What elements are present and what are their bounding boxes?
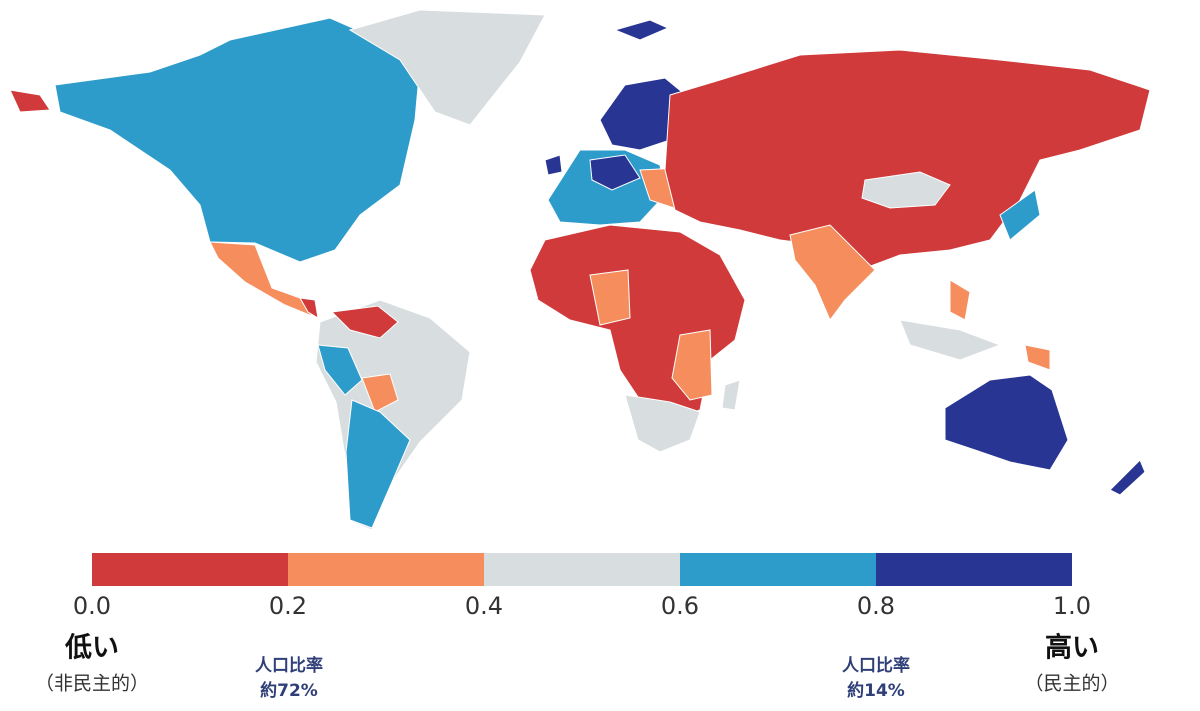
region xyxy=(1024,344,1051,371)
legend: 0.0 0.2 0.4 0.6 0.8 1.0 xyxy=(73,553,1091,620)
low-sub: （非民主的） xyxy=(35,673,149,695)
region xyxy=(664,49,1151,271)
tick-label: 0.2 xyxy=(269,592,307,620)
region xyxy=(589,154,641,191)
region xyxy=(544,154,563,176)
region xyxy=(999,189,1041,241)
tick-label: 0.0 xyxy=(73,592,111,620)
annotation-value: 約72% xyxy=(260,680,318,701)
region xyxy=(949,279,971,321)
region xyxy=(299,297,319,319)
region xyxy=(54,17,421,263)
region xyxy=(348,9,546,126)
region xyxy=(721,379,741,411)
bracket xyxy=(212,612,366,644)
tick-label: 0.8 xyxy=(857,592,895,620)
legend-swatch xyxy=(484,553,680,586)
world-map xyxy=(9,9,1151,531)
region xyxy=(861,171,951,209)
legend-swatch xyxy=(680,553,876,586)
region xyxy=(624,394,701,453)
region xyxy=(209,241,314,318)
region xyxy=(899,319,1002,361)
region xyxy=(671,329,713,401)
region xyxy=(944,374,1069,471)
region xyxy=(529,224,746,421)
annotation-title: 人口比率 xyxy=(842,655,910,676)
region xyxy=(345,399,411,529)
region xyxy=(315,299,471,531)
legend-swatch xyxy=(288,553,484,586)
tick-label: 0.4 xyxy=(465,592,503,620)
legend-swatch xyxy=(876,553,1072,586)
region xyxy=(361,373,399,413)
bracket xyxy=(799,612,953,644)
region xyxy=(9,89,51,113)
high-label: 高い xyxy=(1045,632,1099,664)
annotation-title: 人口比率 xyxy=(255,655,323,676)
annotation-value: 約14% xyxy=(847,680,905,701)
region xyxy=(589,269,631,326)
tick-label: 0.6 xyxy=(661,592,699,620)
legend-swatch xyxy=(92,553,288,586)
tick-label: 1.0 xyxy=(1053,592,1091,620)
region xyxy=(789,224,876,321)
region xyxy=(330,305,399,339)
region xyxy=(1109,459,1146,496)
region xyxy=(317,344,363,396)
region xyxy=(613,19,670,41)
high-sub: （民主的） xyxy=(1024,673,1119,695)
low-label: 低い xyxy=(64,633,119,664)
